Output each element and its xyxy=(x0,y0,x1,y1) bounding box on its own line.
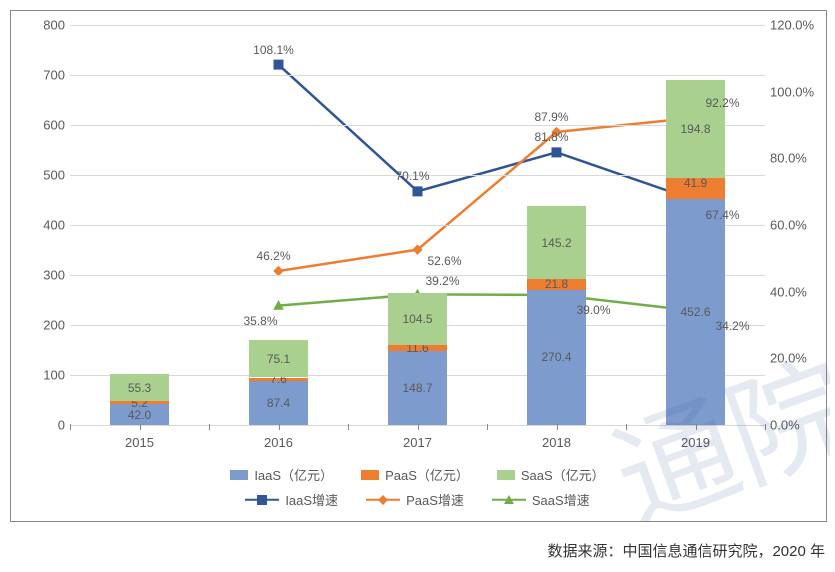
legend-label: SaaS（亿元） xyxy=(521,465,605,484)
gridline xyxy=(70,125,765,126)
y-tick-left: 0 xyxy=(20,418,65,433)
y-tick-right: 100.0% xyxy=(770,84,825,99)
legend-swatch xyxy=(230,470,248,480)
x-tick-mark xyxy=(279,424,280,430)
bar-value-label: 194.8 xyxy=(680,122,710,136)
bar-value-label: 21.8 xyxy=(545,277,568,291)
x-tick-mark xyxy=(557,424,558,430)
legend-swatch xyxy=(497,470,515,480)
line-value-label: 67.4% xyxy=(706,208,740,222)
y-tick-left: 100 xyxy=(20,368,65,383)
line-value-label: 70.1% xyxy=(395,169,429,183)
line-SaaS增速 xyxy=(279,294,696,311)
legend-label: IaaS增速 xyxy=(285,490,338,509)
x-tick-mark xyxy=(765,424,766,430)
y-tick-right: 20.0% xyxy=(770,351,825,366)
y-tick-right: 40.0% xyxy=(770,284,825,299)
line-value-label: 39.2% xyxy=(426,274,460,288)
line-IaaS增速 xyxy=(279,65,696,201)
x-tick-mark xyxy=(209,424,210,430)
y-axis-left: 0100200300400500600700800 xyxy=(20,25,65,425)
x-tick-mark xyxy=(696,424,697,430)
marker-IaaS增速 xyxy=(552,148,561,157)
legend-label: PaaS（亿元） xyxy=(385,465,469,484)
marker-IaaS增速 xyxy=(274,60,283,69)
legend-item-IaaS: IaaS（亿元） xyxy=(230,465,333,484)
legend-row-lines: IaaS增速 PaaS增速 SaaS增速 xyxy=(70,490,765,509)
bar-value-label: 270.4 xyxy=(541,350,571,364)
gridline xyxy=(70,225,765,226)
data-source: 数据来源：中国信息通信研究院，2020 年 xyxy=(547,540,825,561)
marker-IaaS增速 xyxy=(413,187,422,196)
gridline xyxy=(70,75,765,76)
bar-value-label: 104.5 xyxy=(402,312,432,326)
bar-value-label: 148.7 xyxy=(402,381,432,395)
legend-line-icon xyxy=(366,493,400,507)
legend-label: PaaS增速 xyxy=(406,490,464,509)
legend-item-IaaS增速: IaaS增速 xyxy=(245,490,338,509)
line-value-label: 87.9% xyxy=(534,110,568,124)
y-tick-left: 600 xyxy=(20,118,65,133)
line-value-label: 108.1% xyxy=(253,43,294,57)
x-tick-label: 2017 xyxy=(403,435,432,450)
x-tick-label: 2018 xyxy=(542,435,571,450)
y-axis-right: 0.0%20.0%40.0%60.0%80.0%100.0%120.0% xyxy=(770,25,825,425)
x-tick-mark xyxy=(140,424,141,430)
y-tick-left: 700 xyxy=(20,68,65,83)
y-tick-right: 60.0% xyxy=(770,218,825,233)
line-value-label: 81.8% xyxy=(534,130,568,144)
y-tick-right: 80.0% xyxy=(770,151,825,166)
y-tick-left: 400 xyxy=(20,218,65,233)
bar-value-label: 452.6 xyxy=(680,305,710,319)
legend-label: SaaS增速 xyxy=(532,490,590,509)
line-PaaS增速 xyxy=(279,118,696,271)
x-tick-mark xyxy=(348,424,349,430)
line-value-label: 39.0% xyxy=(577,303,611,317)
legend-row-bars: IaaS（亿元） PaaS（亿元） SaaS（亿元） xyxy=(70,465,765,484)
y-tick-left: 500 xyxy=(20,168,65,183)
legend-line-icon xyxy=(245,493,279,507)
bar-value-label: 55.3 xyxy=(128,381,151,395)
y-tick-right: 120.0% xyxy=(770,18,825,33)
x-axis: 2015 2016 2017 2018 2019 xyxy=(70,430,765,455)
legend-item-SaaS: SaaS（亿元） xyxy=(497,465,605,484)
bar-value-label: 41.9 xyxy=(684,176,707,190)
x-tick-mark xyxy=(626,424,627,430)
bar-value-label: 145.2 xyxy=(541,236,571,250)
line-value-label: 52.6% xyxy=(428,254,462,268)
x-tick-label: 2015 xyxy=(125,435,154,450)
legend-line-icon xyxy=(492,493,526,507)
legend-item-PaaS: PaaS（亿元） xyxy=(361,465,469,484)
legend: IaaS（亿元） PaaS（亿元） SaaS（亿元） IaaS增速 PaaS增速 Saa… xyxy=(70,465,765,515)
y-tick-left: 200 xyxy=(20,318,65,333)
y-tick-left: 300 xyxy=(20,268,65,283)
legend-item-PaaS增速: PaaS增速 xyxy=(366,490,464,509)
gridline xyxy=(70,25,765,26)
x-tick-label: 2016 xyxy=(264,435,293,450)
line-value-label: 34.2% xyxy=(716,319,750,333)
line-value-label: 92.2% xyxy=(706,96,740,110)
plot-area: 42.05.255.387.47.675.1148.711.6104.5270.… xyxy=(70,25,765,425)
line-value-label: 46.2% xyxy=(256,249,290,263)
x-tick-mark xyxy=(418,424,419,430)
bar-value-label: 87.4 xyxy=(267,396,290,410)
line-value-label: 35.8% xyxy=(243,314,277,328)
legend-item-SaaS增速: SaaS增速 xyxy=(492,490,590,509)
y-tick-left: 800 xyxy=(20,18,65,33)
bar-value-label: 75.1 xyxy=(267,352,290,366)
x-tick-mark xyxy=(487,424,488,430)
x-tick-mark xyxy=(70,424,71,430)
y-tick-right: 0.0% xyxy=(770,418,825,433)
gridline xyxy=(70,275,765,276)
legend-swatch xyxy=(361,470,379,480)
legend-label: IaaS（亿元） xyxy=(254,465,333,484)
x-tick-label: 2019 xyxy=(681,435,710,450)
chart-container: 0 100 200 300 400 500 600 700 800 0.0% 20.0% 40.0%… xyxy=(0,0,835,572)
